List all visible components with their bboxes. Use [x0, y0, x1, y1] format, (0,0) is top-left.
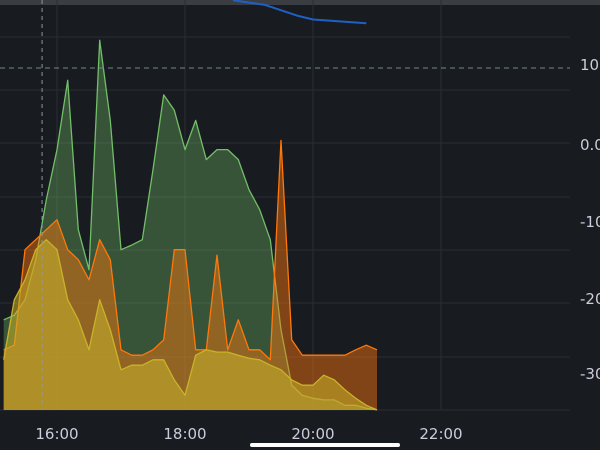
x-tick-label: 16:00: [35, 425, 78, 443]
y-tick-label: -30: [580, 365, 600, 383]
y-tick-label: -20: [580, 290, 600, 308]
x-tick-label: 20:00: [291, 425, 334, 443]
x-tick-label: 18:00: [163, 425, 206, 443]
x-tick-label: 22:00: [419, 425, 462, 443]
y-tick-label: 10.: [580, 56, 600, 74]
series-line: [232, 0, 367, 25]
series-area-fill: [3, 239, 377, 410]
y-tick-label: 0.0: [580, 136, 600, 154]
series-3: [232, 0, 367, 25]
y-tick-label: -10: [580, 213, 600, 231]
top-scrollbar[interactable]: [0, 0, 600, 5]
series-line: [3, 139, 378, 361]
series-areas: [3, 0, 378, 411]
home-indicator: [250, 443, 400, 447]
series-line: [3, 239, 378, 411]
series-2: [3, 239, 378, 411]
